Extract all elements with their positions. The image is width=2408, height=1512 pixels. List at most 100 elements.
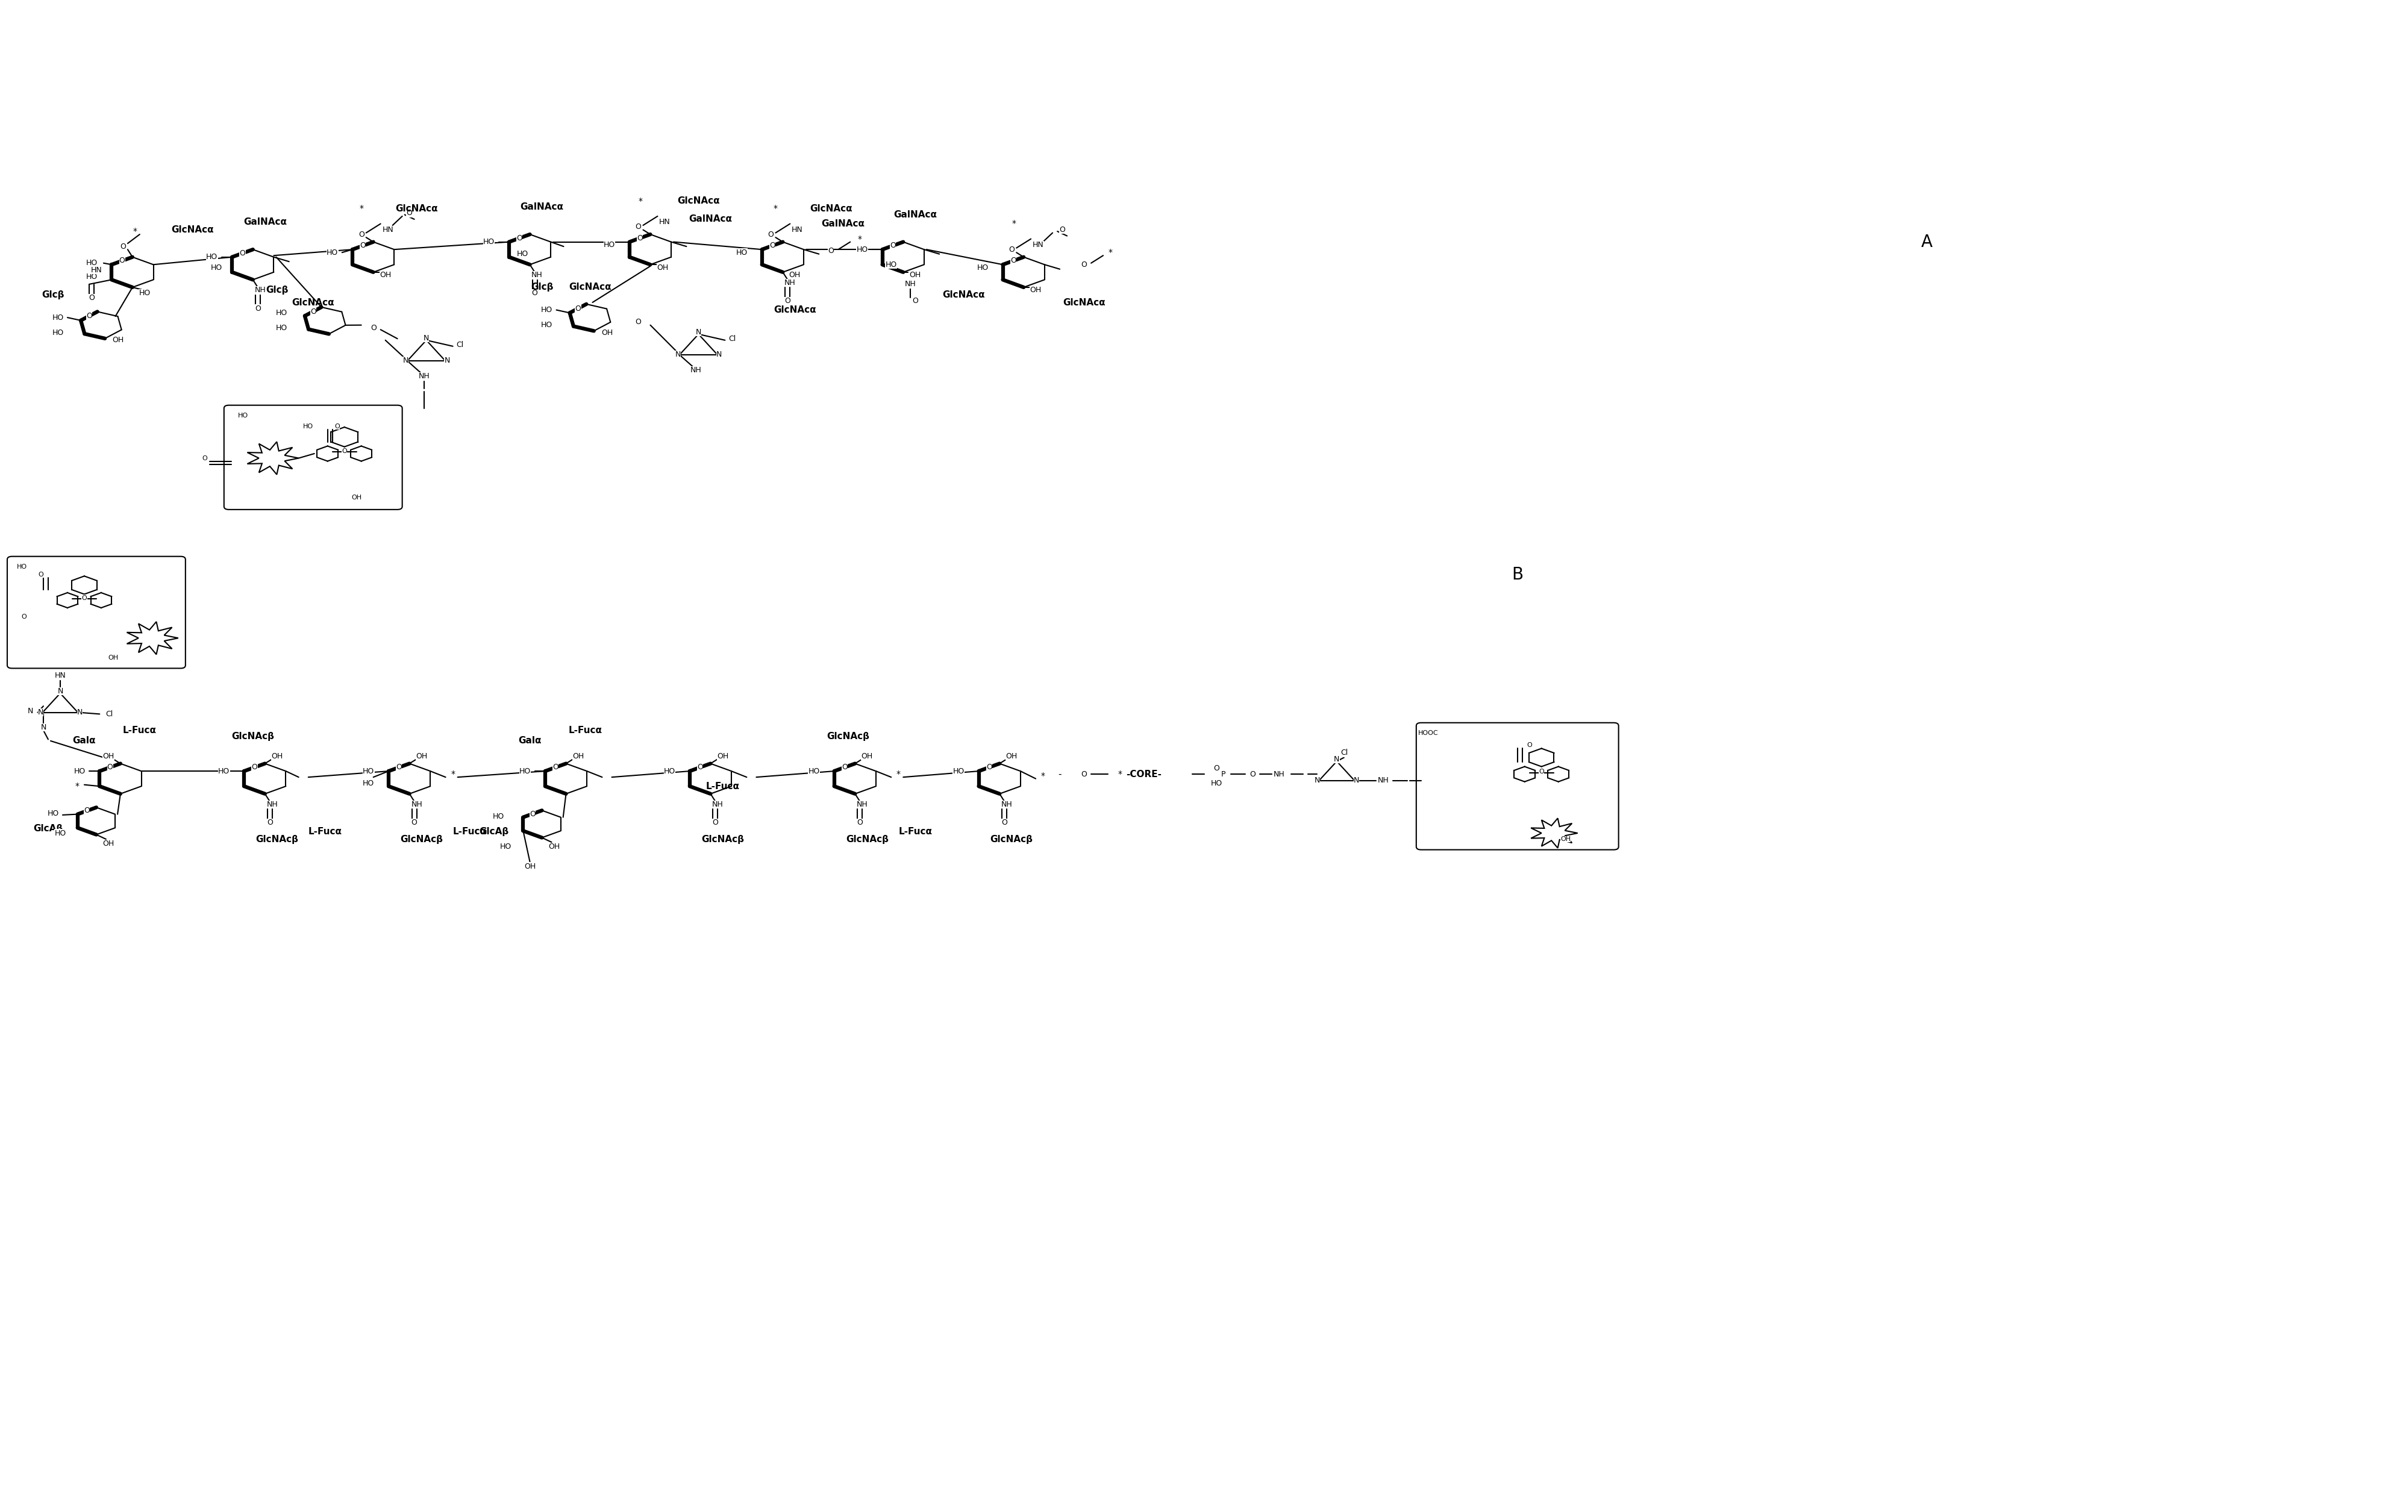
Text: L-Fucα: L-Fucα — [308, 827, 342, 836]
Text: O: O — [238, 249, 246, 257]
Text: P: P — [1221, 770, 1226, 779]
Text: HO: HO — [55, 829, 65, 838]
Text: O: O — [1081, 770, 1086, 779]
Text: O: O — [636, 318, 641, 327]
Text: HO: HO — [212, 263, 222, 272]
Text: NH: NH — [1274, 770, 1283, 779]
Text: HO: HO — [75, 767, 84, 776]
Text: HO: HO — [207, 253, 217, 262]
Text: GlcNAcβ: GlcNAcβ — [826, 732, 869, 741]
Text: NH: NH — [905, 280, 915, 289]
Text: N: N — [41, 723, 46, 732]
Text: HO: HO — [48, 809, 58, 818]
Text: GlcNAcβ: GlcNAcβ — [400, 835, 443, 844]
Text: OH: OH — [525, 862, 535, 871]
Text: O: O — [371, 324, 376, 333]
Text: GalNAcα: GalNAcα — [243, 218, 287, 227]
Text: HO: HO — [303, 423, 313, 429]
Text: HO: HO — [501, 842, 510, 851]
Text: O: O — [89, 293, 94, 302]
Text: OH: OH — [790, 271, 799, 280]
Text: HN: HN — [383, 225, 393, 234]
Text: OH: OH — [352, 494, 361, 500]
Text: O: O — [532, 289, 537, 298]
Text: *: * — [1011, 219, 1016, 228]
Text: *: * — [75, 782, 79, 791]
Text: -: - — [1057, 770, 1062, 779]
Text: GlcNAcα: GlcNAcα — [809, 204, 852, 213]
Text: OH: OH — [1007, 751, 1016, 761]
Text: HO: HO — [238, 413, 248, 419]
Text: NH: NH — [267, 800, 277, 809]
Text: HOOC: HOOC — [1418, 730, 1438, 736]
Text: O: O — [342, 449, 347, 454]
Text: *: * — [896, 770, 901, 779]
Text: Cl: Cl — [1339, 748, 1348, 758]
Text: NH: NH — [412, 800, 421, 809]
Text: OH: OH — [417, 751, 426, 761]
Text: HO: HO — [140, 289, 149, 298]
Text: HN: HN — [792, 225, 802, 234]
Text: HO: HO — [53, 313, 63, 322]
Text: NH: NH — [532, 271, 542, 280]
Text: OH: OH — [104, 751, 113, 761]
Text: OH: OH — [272, 751, 282, 761]
Text: N: N — [674, 351, 681, 358]
Text: N: N — [26, 708, 34, 715]
Text: NH: NH — [691, 366, 701, 375]
Text: HO: HO — [219, 767, 229, 776]
Text: HO: HO — [494, 812, 503, 821]
Text: *: * — [359, 204, 364, 213]
Text: GlcAβ: GlcAβ — [34, 824, 63, 833]
Text: OH: OH — [657, 263, 667, 272]
Text: L-Fucα: L-Fucα — [568, 726, 602, 735]
Text: GlcNAcα: GlcNAcα — [942, 290, 985, 299]
Text: O: O — [407, 209, 412, 218]
Text: *: * — [132, 227, 137, 236]
Text: HO: HO — [53, 328, 63, 337]
Text: O: O — [22, 614, 26, 620]
Text: HO: HO — [364, 767, 373, 776]
Text: O: O — [335, 423, 340, 429]
Text: Cl: Cl — [727, 334, 737, 343]
Text: Cl: Cl — [455, 340, 465, 349]
Text: GlcNAcβ: GlcNAcβ — [231, 732, 275, 741]
Text: N: N — [77, 709, 82, 717]
Text: O: O — [985, 764, 992, 771]
Text: O: O — [87, 311, 92, 321]
Text: O: O — [120, 242, 125, 251]
Text: Galα: Galα — [518, 736, 542, 745]
Text: GlcNAcα: GlcNAcα — [568, 283, 612, 292]
Text: O: O — [395, 764, 402, 771]
Text: HO: HO — [484, 237, 494, 246]
Text: GalNAcα: GalNAcα — [893, 210, 937, 219]
Text: O: O — [1081, 260, 1086, 269]
Text: Galα: Galα — [72, 736, 96, 745]
Text: HO: HO — [954, 767, 963, 776]
Text: O: O — [828, 246, 833, 256]
Text: O: O — [913, 296, 917, 305]
Text: O: O — [768, 242, 775, 249]
Text: O: O — [515, 234, 523, 242]
Text: HO: HO — [542, 321, 551, 330]
Text: OH: OH — [602, 328, 612, 337]
Text: O: O — [713, 818, 718, 827]
Text: GlcNAcα: GlcNAcα — [171, 225, 214, 234]
Text: O: O — [857, 818, 862, 827]
Text: NH: NH — [857, 800, 867, 809]
Text: *: * — [1108, 248, 1112, 257]
Text: OH: OH — [1560, 836, 1570, 842]
Text: O: O — [1527, 742, 1531, 748]
Text: O: O — [889, 242, 896, 249]
Text: Glcβ: Glcβ — [530, 283, 554, 292]
Text: HO: HO — [520, 767, 530, 776]
Text: GlcNAcα: GlcNAcα — [395, 204, 438, 213]
Text: OH: OH — [104, 839, 113, 848]
Text: NH: NH — [713, 800, 722, 809]
Text: HO: HO — [87, 272, 96, 281]
Text: O: O — [1060, 225, 1064, 234]
Text: O: O — [311, 307, 315, 316]
Text: A: A — [1922, 233, 1931, 251]
Text: L-Fucα: L-Fucα — [123, 726, 157, 735]
Text: GlcNAcα: GlcNAcα — [677, 197, 720, 206]
